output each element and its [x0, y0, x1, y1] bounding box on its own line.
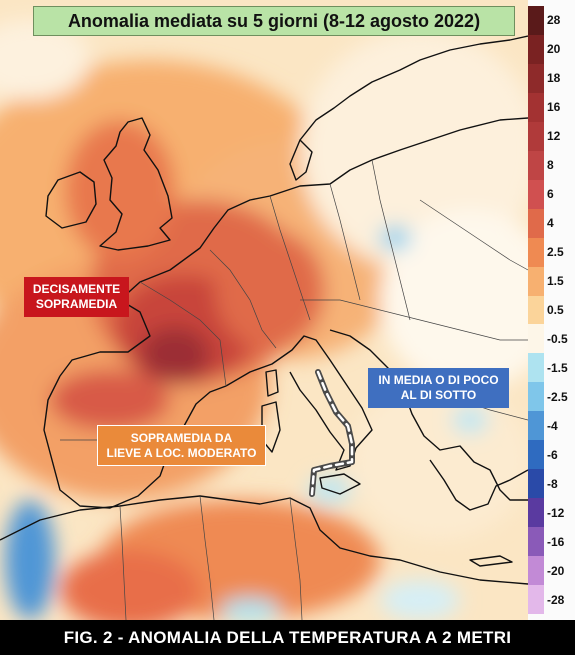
legend-swatch	[528, 92, 544, 122]
legend-entry: 6	[528, 179, 575, 209]
legend-swatch	[528, 295, 544, 325]
legend-entry: -16	[528, 527, 575, 557]
legend-label: 20	[547, 42, 561, 57]
legend-entry: 8	[528, 150, 575, 180]
legend-entry: -12	[528, 498, 575, 528]
legend-swatch	[528, 179, 544, 209]
label-line: AL DI SOTTO	[400, 388, 477, 402]
legend-label: -16	[547, 534, 565, 549]
legend-entry: -2.5	[528, 382, 575, 412]
legend-swatch	[528, 34, 544, 64]
legend-label: 4	[547, 216, 554, 231]
legend-label: -1.5	[547, 360, 568, 375]
legend-label: 8	[547, 158, 554, 173]
legend-label: 28	[547, 13, 561, 28]
label-in-media: IN MEDIA O DI POCO AL DI SOTTO	[368, 368, 509, 408]
legend-swatch	[528, 440, 544, 470]
coast-crete	[469, 555, 513, 567]
label-sopramedia-lieve: SOPRAMEDIA DA LIEVE A LOC. MODERATO	[97, 425, 266, 466]
legend-swatch	[528, 556, 544, 586]
legend-swatch	[528, 324, 544, 354]
coast-greece	[429, 459, 528, 511]
label-decisamente-sopramedia: DECISAMENTE SOPRAMEDIA	[24, 277, 129, 317]
legend-entry: 28	[528, 6, 575, 35]
map-title: Anomalia mediata su 5 giorni (8-12 agost…	[33, 6, 515, 36]
legend-swatch	[528, 121, 544, 151]
legend-label: -2.5	[547, 389, 568, 404]
legend-swatch	[528, 469, 544, 499]
coast-corsica	[265, 369, 279, 397]
anomaly-color-field	[0, 20, 528, 620]
legend-swatch	[528, 237, 544, 267]
legend-swatch	[528, 585, 544, 614]
legend-label: 18	[547, 71, 561, 86]
legend-entry: -20	[528, 556, 575, 586]
legend-entry: 1.5	[528, 266, 575, 296]
label-line: LIEVE A LOC. MODERATO	[106, 445, 257, 460]
legend-entry: 20	[528, 34, 575, 64]
legend-entry: -6	[528, 440, 575, 470]
legend-label: 1.5	[547, 274, 564, 289]
legend-swatch	[528, 6, 544, 35]
coast-balkans	[329, 329, 528, 501]
legend-entry: -0.5	[528, 324, 575, 354]
label-line: SOPRAMEDIA DA	[130, 430, 233, 445]
color-scale-legend: 28 20 18 16 12 8 6 4 2.5 1.5 0.5 -0.5 -1.5 -2.5 -4 -6 -8…	[528, 0, 575, 620]
legend-swatch	[528, 208, 544, 238]
legend-entry: 2.5	[528, 237, 575, 267]
legend-label: 6	[547, 187, 554, 202]
coast-scandinavia	[299, 35, 528, 141]
legend-label: -20	[547, 563, 565, 578]
figure-caption: FIG. 2 - ANOMALIA DELLA TEMPERATURA A 2 …	[0, 620, 575, 655]
coast-denmark	[289, 139, 313, 181]
coast-ireland	[45, 171, 97, 229]
label-line: DECISAMENTE	[32, 282, 121, 296]
legend-swatch	[528, 527, 544, 557]
legend-swatch	[528, 382, 544, 412]
legend-entry: 18	[528, 63, 575, 93]
legend-swatch	[528, 353, 544, 383]
legend-entry: -4	[528, 411, 575, 441]
legend-label: -28	[547, 592, 565, 607]
legend-swatch	[528, 63, 544, 93]
legend-label: 2.5	[547, 245, 564, 260]
legend-swatch	[528, 411, 544, 441]
legend-swatch	[528, 266, 544, 296]
label-line: IN MEDIA O DI POCO	[378, 373, 499, 387]
legend-label: -6	[547, 447, 558, 462]
legend-entry: -8	[528, 469, 575, 499]
legend-label: -8	[547, 476, 558, 491]
legend-label: 0.5	[547, 302, 564, 317]
legend-entry: 12	[528, 121, 575, 151]
legend-entry: 4	[528, 208, 575, 238]
legend-entry: 16	[528, 92, 575, 122]
legend-label: -4	[547, 418, 558, 433]
coast-great-britain	[99, 117, 173, 251]
coast-iberia	[43, 375, 227, 509]
legend-label: -0.5	[547, 331, 568, 346]
legend-entry: -28	[528, 585, 575, 614]
legend-swatch	[528, 498, 544, 528]
legend-label: 12	[547, 129, 561, 144]
legend-entry: -1.5	[528, 353, 575, 383]
label-line: SOPRAMEDIA	[35, 297, 118, 311]
coast-mediterranean-north	[225, 335, 373, 471]
coast-sicily	[319, 473, 361, 495]
temperature-anomaly-map	[0, 0, 528, 620]
legend-swatch	[528, 150, 544, 180]
coast-continent	[59, 117, 528, 377]
legend-label: -12	[547, 505, 565, 520]
legend-label: 16	[547, 100, 561, 115]
legend-entry: 0.5	[528, 295, 575, 325]
